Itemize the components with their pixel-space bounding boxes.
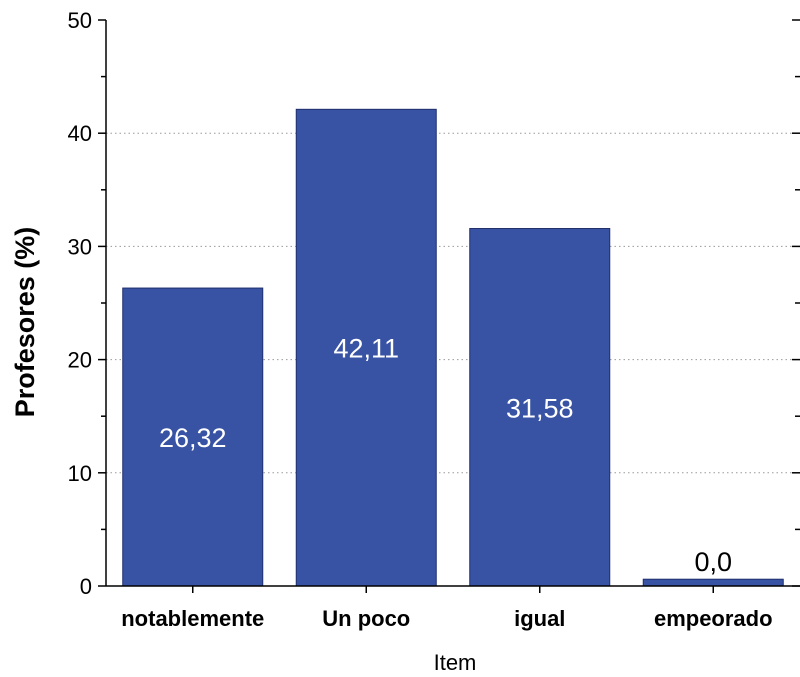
y-axis-title: Profesores (%) xyxy=(10,227,40,418)
y-tick-label: 30 xyxy=(68,234,92,259)
bar-3 xyxy=(642,578,784,587)
y-tick-label: 0 xyxy=(80,574,92,599)
bar-2 xyxy=(469,228,611,587)
y-tick-label: 20 xyxy=(68,348,92,373)
x-tick-label: empeorado xyxy=(654,606,773,631)
data-label: 31,58 xyxy=(506,393,574,423)
x-axis-title: Item xyxy=(434,650,477,675)
x-tick-label: notablemente xyxy=(121,606,264,631)
bars xyxy=(122,108,784,587)
data-label: 42,11 xyxy=(333,334,399,364)
data-label: 26,32 xyxy=(159,423,227,453)
axes: notablemente Un poco igual empeorado 0 10 20 30… xyxy=(68,8,800,631)
grid-lines xyxy=(106,132,800,474)
data-labels: 26,32 42,11 31,58 0,0 xyxy=(159,334,732,578)
y-tick-label: 10 xyxy=(68,461,92,486)
bar-0 xyxy=(122,287,264,587)
x-tick-label: igual xyxy=(514,606,565,631)
y-tick-label: 50 xyxy=(68,8,92,33)
data-label: 0,0 xyxy=(694,547,732,577)
x-tick-label: Un poco xyxy=(322,606,410,631)
y-tick-label: 40 xyxy=(68,121,92,146)
bar-1 xyxy=(295,108,437,587)
